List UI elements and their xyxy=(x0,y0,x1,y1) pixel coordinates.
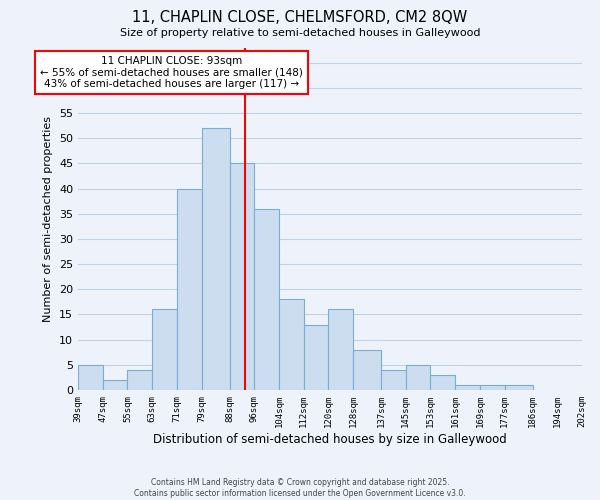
Bar xyxy=(505,385,533,390)
Bar xyxy=(127,370,152,390)
Bar xyxy=(304,324,328,390)
Text: Contains HM Land Registry data © Crown copyright and database right 2025.
Contai: Contains HM Land Registry data © Crown c… xyxy=(134,478,466,498)
Text: 11, CHAPLIN CLOSE, CHELMSFORD, CM2 8QW: 11, CHAPLIN CLOSE, CHELMSFORD, CM2 8QW xyxy=(133,10,467,25)
Bar xyxy=(430,375,455,390)
Bar xyxy=(328,310,353,390)
Bar xyxy=(230,164,254,390)
Bar xyxy=(254,208,279,390)
X-axis label: Distribution of semi-detached houses by size in Galleywood: Distribution of semi-detached houses by … xyxy=(153,432,507,446)
Text: Size of property relative to semi-detached houses in Galleywood: Size of property relative to semi-detach… xyxy=(120,28,480,38)
Bar xyxy=(78,365,103,390)
Bar xyxy=(381,370,406,390)
Bar xyxy=(406,365,430,390)
Bar xyxy=(202,128,230,390)
Text: 11 CHAPLIN CLOSE: 93sqm
← 55% of semi-detached houses are smaller (148)
43% of s: 11 CHAPLIN CLOSE: 93sqm ← 55% of semi-de… xyxy=(40,56,302,90)
Bar xyxy=(480,385,505,390)
Y-axis label: Number of semi-detached properties: Number of semi-detached properties xyxy=(43,116,53,322)
Bar xyxy=(353,350,381,390)
Bar xyxy=(152,310,177,390)
Bar xyxy=(177,188,202,390)
Bar xyxy=(103,380,127,390)
Bar xyxy=(455,385,480,390)
Bar xyxy=(279,300,304,390)
